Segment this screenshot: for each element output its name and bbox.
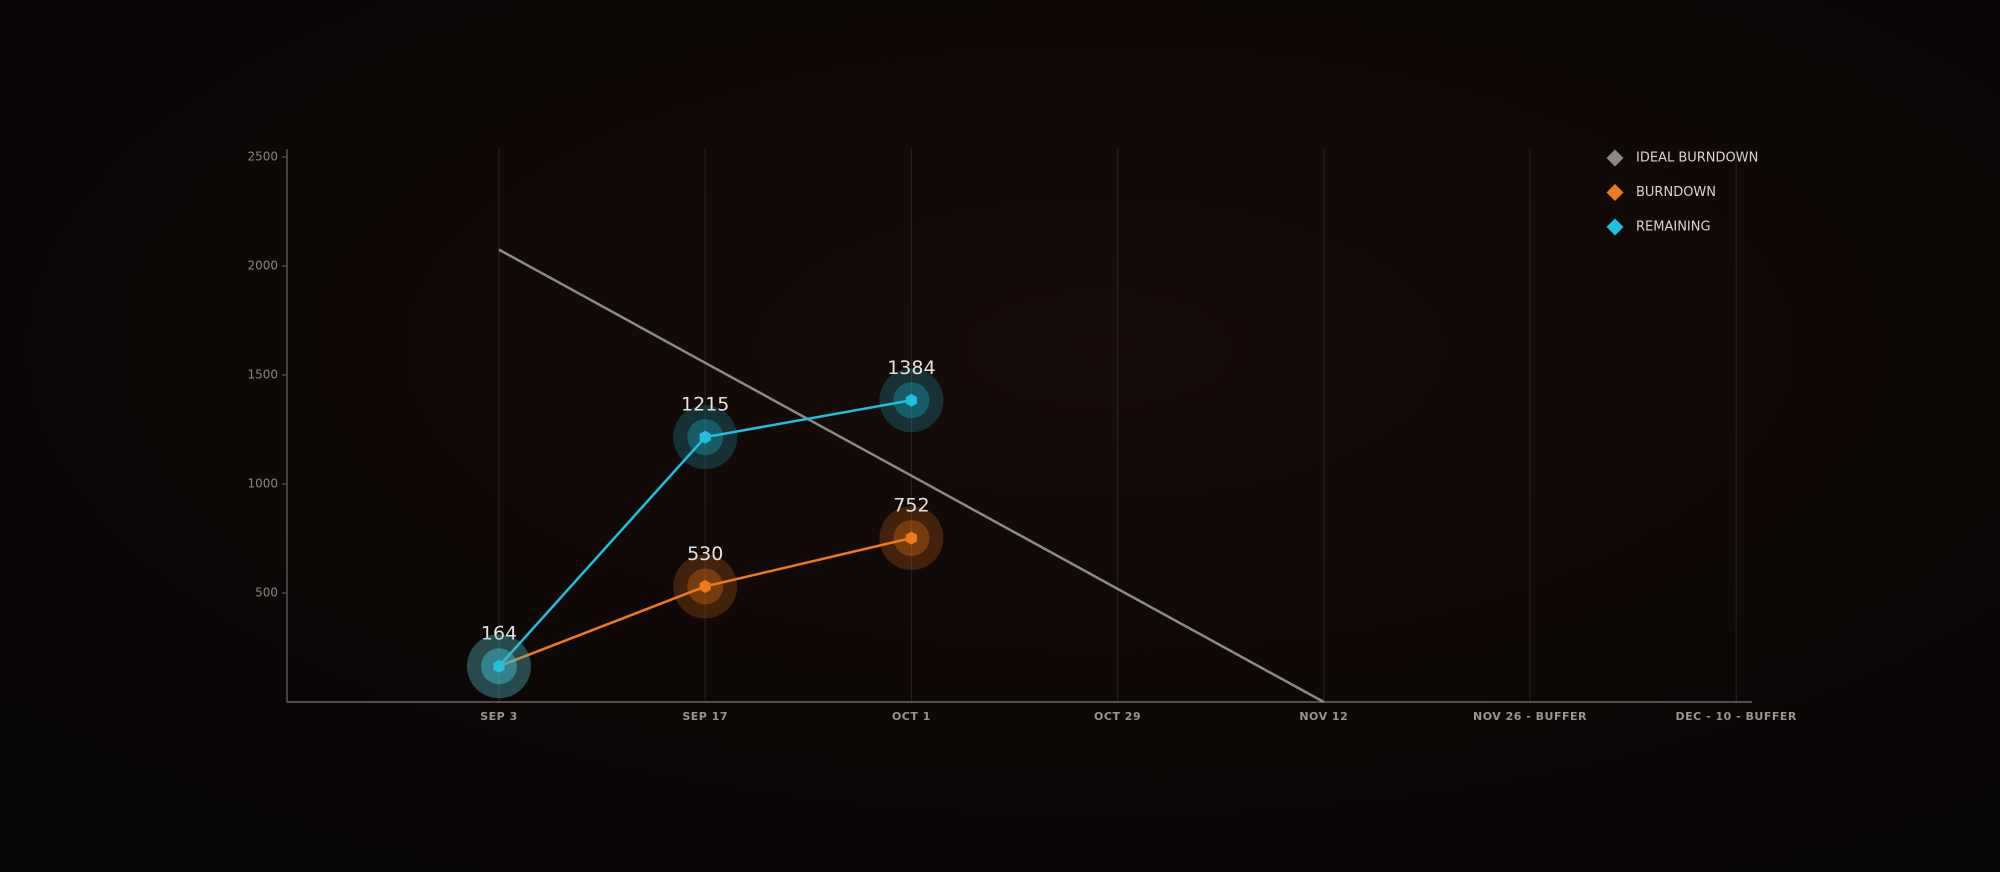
data-label: 164 [481,623,517,645]
x-tick-label: OCT 1 [892,710,931,723]
y-tick-label: 2000 [247,259,278,273]
x-tick-label: SEP 17 [682,710,728,723]
x-tick-label: DEC - 10 - BUFFER [1676,710,1797,723]
x-tick-label: OCT 29 [1094,710,1141,723]
grid: 500 1000 1500 2000 2500 SEP 3 SEP 17 OCT 1 OCT 2… [247,149,1796,723]
x-tick-label: NOV 26 - BUFFER [1473,710,1587,723]
legend: IDEAL BURNDOWN BURNDOWN REMAINING [1606,149,1758,236]
data-label: 530 [687,543,723,565]
point [493,659,505,673]
y-tick-label: 2500 [247,150,278,164]
y-tick-label: 1500 [247,368,278,382]
series-line [498,248,1325,704]
x-tick-label: SEP 3 [480,710,517,723]
y-tick-label: 1000 [247,477,278,491]
legend-label: IDEAL BURNDOWN [1636,151,1758,166]
legend-label: REMAINING [1636,220,1711,235]
data-label: 752 [893,495,929,517]
point [699,430,711,444]
y-tick-label: 500 [255,586,278,600]
data-label: 1384 [887,357,935,379]
point [905,393,917,407]
plot: 164 530 752 1215 1384 [467,248,1325,704]
point [905,531,917,545]
x-tick-label: NOV 12 [1299,710,1348,723]
data-label: 1215 [681,394,729,416]
legend-label: BURNDOWN [1636,185,1716,200]
point [699,580,711,593]
